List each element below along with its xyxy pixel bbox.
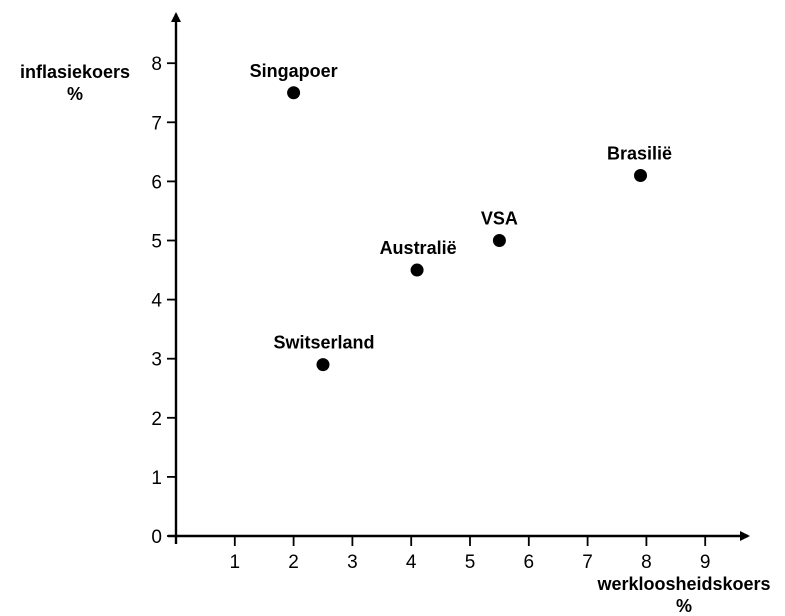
- y-axis-title: inflasiekoers %: [20, 62, 130, 104]
- x-tick-label: 8: [641, 552, 652, 573]
- x-tick-label: 2: [288, 552, 299, 573]
- y-tick-label: 6: [151, 172, 162, 193]
- y-tick-label: 2: [151, 409, 162, 430]
- x-axis-ticks: 1 2 3 4 5 6 7 8 9: [230, 536, 711, 573]
- data-point: [492, 234, 506, 247]
- y-tick-label: 0: [151, 527, 162, 548]
- y-tick-label: 7: [151, 113, 162, 134]
- y-tick-label: 4: [151, 291, 162, 312]
- data-point: [287, 86, 301, 100]
- x-axis-title: werkloosheidskoers %: [596, 574, 770, 616]
- data-point: [634, 168, 648, 182]
- x-tick-label: 1: [230, 552, 241, 573]
- x-axis-title-line2: %: [676, 596, 692, 616]
- data-point-label: Switserland: [273, 333, 374, 353]
- y-axis-title-line2: %: [67, 84, 83, 104]
- data-point: [316, 358, 330, 372]
- x-tick-label: 3: [347, 552, 358, 573]
- y-axis-title-line1: inflasiekoers: [20, 62, 130, 82]
- data-point: [410, 263, 424, 277]
- y-axis-ticks: 0 1 2 3 4 5 6 7 8: [151, 54, 176, 548]
- y-tick-label: 8: [151, 54, 162, 75]
- x-tick-label: 7: [582, 552, 593, 573]
- data-point-label: Brasilië: [607, 143, 672, 163]
- data-point-label: VSA: [481, 209, 518, 229]
- data-point-label: Australië: [380, 238, 457, 258]
- y-tick-label: 3: [151, 350, 162, 371]
- x-tick-label: 6: [524, 552, 535, 573]
- y-tick-label: 5: [151, 232, 162, 253]
- data-point-label: Singapoer: [250, 61, 338, 81]
- x-tick-label: 9: [700, 552, 711, 573]
- axes: [168, 12, 750, 544]
- data-points: Singapoer Brasilië VSA Australië Switserland: [250, 61, 672, 372]
- x-tick-label: 4: [406, 552, 417, 573]
- x-axis-title-line1: werkloosheidskoers: [596, 574, 770, 594]
- x-tick-label: 5: [465, 552, 476, 573]
- y-tick-label: 1: [151, 468, 162, 489]
